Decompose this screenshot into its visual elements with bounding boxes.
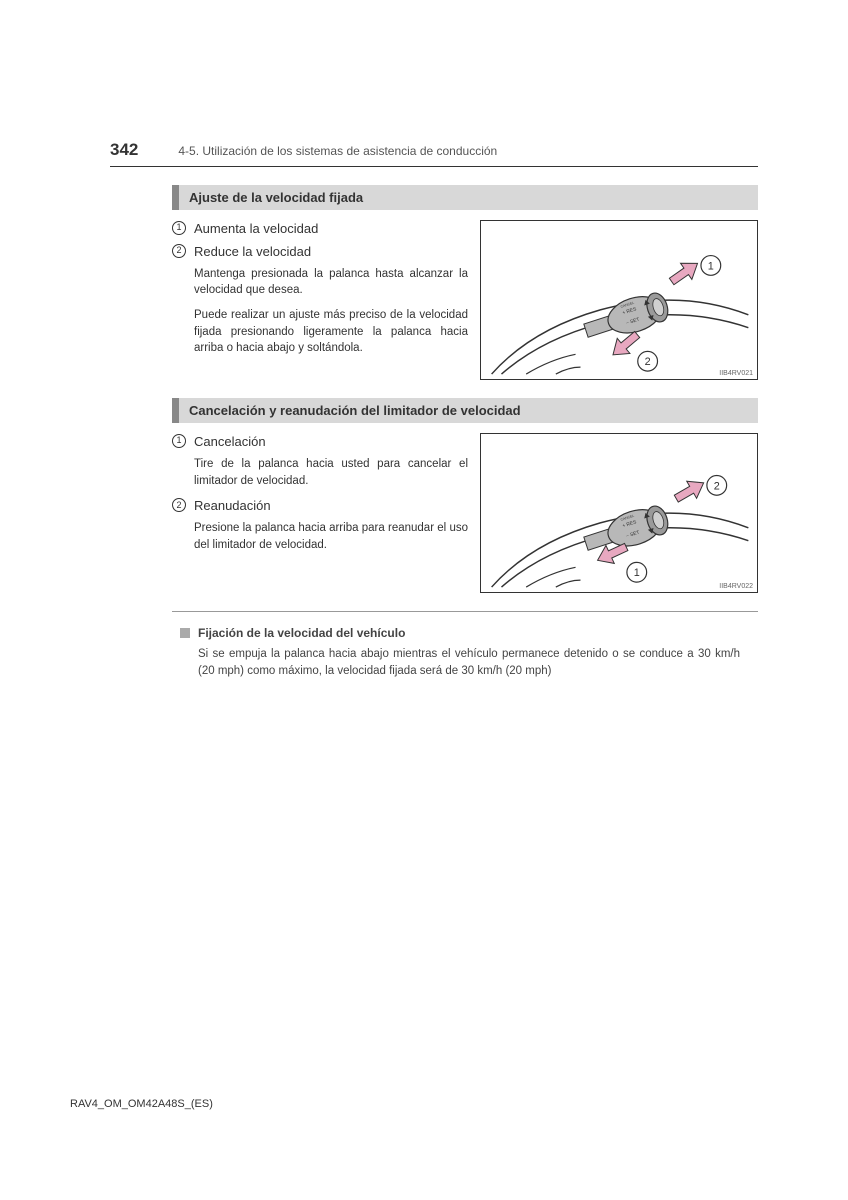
page-number: 342	[110, 140, 138, 160]
section2-item1-text: Tire de la palanca hacia usted para canc…	[194, 456, 468, 489]
section2-item2: 2 Reanudación	[172, 497, 468, 516]
section1-para1: Mantenga presionada la palanca hasta alc…	[194, 266, 468, 299]
item2-title: Reduce la velocidad	[194, 243, 311, 262]
lever-diagram-icon: + RES − SET CANCEL 2	[481, 434, 757, 592]
section2-item1: 1 Cancelación	[172, 433, 468, 452]
item1-title: Cancelación	[194, 433, 266, 452]
section1-para2: Puede realizar un ajuste más preciso de …	[194, 307, 468, 357]
section2-figure: + RES − SET CANCEL 2	[480, 433, 758, 593]
square-bullet-icon	[180, 628, 190, 638]
num-circle-icon: 1	[172, 221, 186, 235]
section1-item2: 2 Reduce la velocidad	[172, 243, 468, 262]
item1-title: Aumenta la velocidad	[194, 220, 318, 239]
divider	[172, 611, 758, 612]
note-block: Fijación de la velocidad del vehículo Si…	[110, 626, 758, 681]
footer-code: RAV4_OM_OM42A48S_(ES)	[70, 1098, 213, 1110]
num-circle-icon: 2	[172, 498, 186, 512]
note-text: Si se empuja la palanca hacia abajo mien…	[198, 646, 758, 681]
lever-diagram-icon: + RES − SET CANCEL 1	[481, 221, 757, 379]
section1-item1: 1 Aumenta la velocidad	[172, 220, 468, 239]
section1-figure: + RES − SET CANCEL 1	[480, 220, 758, 380]
section2-item2-text: Presione la palanca hacia arriba para re…	[194, 520, 468, 553]
section1-text: 1 Aumenta la velocidad 2 Reduce la veloc…	[172, 220, 468, 380]
item2-title: Reanudación	[194, 497, 271, 516]
note-title: Fijación de la velocidad del vehículo	[198, 626, 405, 640]
section1-header: Ajuste de la velocidad fijada	[172, 185, 758, 210]
svg-text:2: 2	[645, 356, 651, 368]
figure-code: IIB4RV021	[719, 370, 753, 377]
num-circle-icon: 1	[172, 434, 186, 448]
page-header: 342 4-5. Utilización de los sistemas de …	[110, 140, 758, 167]
section2-header: Cancelación y reanudación del limitador …	[172, 398, 758, 423]
svg-text:1: 1	[634, 567, 640, 579]
header-title: 4-5. Utilización de los sistemas de asis…	[178, 144, 497, 158]
num-circle-icon: 2	[172, 244, 186, 258]
section2-text: 1 Cancelación Tire de la palanca hacia u…	[172, 433, 468, 593]
figure-code: IIB4RV022	[719, 583, 753, 590]
svg-text:1: 1	[708, 260, 714, 272]
svg-text:2: 2	[714, 480, 720, 492]
